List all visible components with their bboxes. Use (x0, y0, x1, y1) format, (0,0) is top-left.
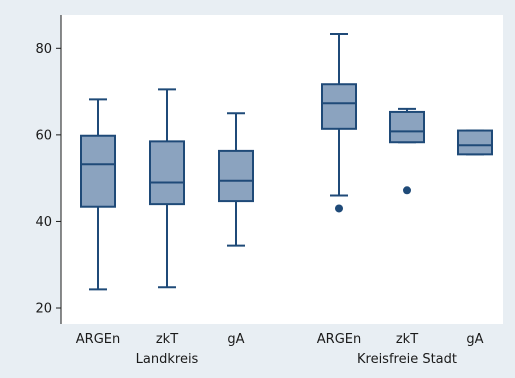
x-group-label: Landkreis (136, 352, 199, 367)
plot-area (61, 15, 503, 324)
outlier-point (403, 186, 411, 195)
box-kreisfreie-stadt-ga (457, 129, 493, 156)
y-tick-label: 40 (35, 215, 52, 230)
x-category-label: gA (227, 332, 244, 347)
box-series (80, 33, 493, 291)
y-tick-label: 20 (35, 302, 52, 317)
x-axis-labels: ARGEn zkT gA ARGEn zkT gA Landkreis Kreisfreie … (76, 332, 484, 367)
box-landkreis-zkt (149, 88, 185, 289)
interquartile-box (218, 149, 254, 203)
interquartile-box (389, 110, 425, 144)
interquartile-box (80, 134, 116, 208)
interquartile-box (457, 129, 493, 156)
y-tick-label: 60 (35, 128, 52, 143)
x-category-label: ARGEn (76, 332, 120, 347)
x-group-label: Kreisfreie Stadt (357, 352, 457, 367)
x-category-label: zkT (156, 332, 178, 347)
x-category-label: zkT (396, 332, 418, 347)
box-kreisfreie-stadt-argen (321, 33, 357, 213)
interquartile-box (321, 83, 357, 130)
interquartile-box (149, 140, 185, 206)
box-landkreis-ga (218, 112, 254, 247)
y-tick-label: 80 (35, 42, 52, 57)
y-axis: 20 40 60 80 (35, 15, 62, 324)
x-category-label: ARGEn (317, 332, 361, 347)
x-category-label: gA (466, 332, 483, 347)
box-kreisfreie-stadt-zkt (389, 107, 425, 195)
box-landkreis-argen (80, 98, 116, 291)
outlier-point (335, 204, 343, 213)
